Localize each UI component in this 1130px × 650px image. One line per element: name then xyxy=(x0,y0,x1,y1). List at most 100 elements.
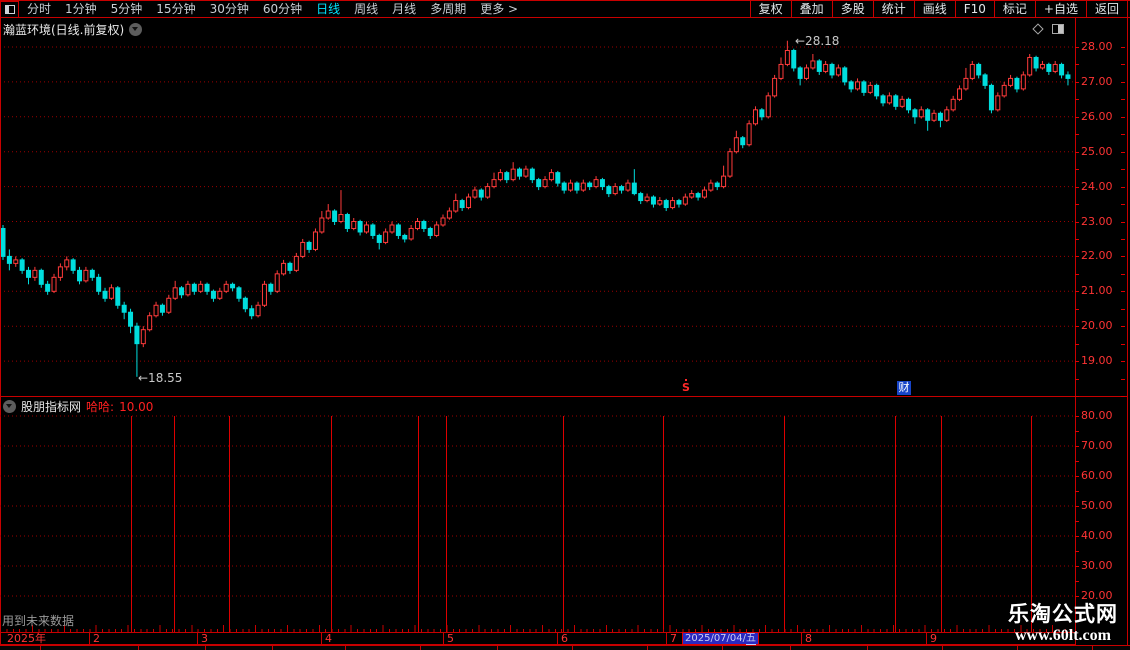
function-item-4[interactable]: 画线 xyxy=(913,1,955,18)
toolbar-item-0[interactable]: 分时 xyxy=(27,2,52,16)
bottom-bar-divider xyxy=(572,646,573,650)
toolbar-item-8[interactable]: 月线 xyxy=(392,2,417,16)
candle-body xyxy=(721,175,727,188)
toolbar-item-9[interactable]: 多周期 xyxy=(430,2,467,16)
indicator-axis-tick xyxy=(1075,506,1079,507)
toolbar-item-6[interactable]: 日线 xyxy=(316,2,341,16)
function-item-2[interactable]: 多股 xyxy=(831,1,873,18)
price-axis-tick xyxy=(1075,134,1079,136)
candle-body xyxy=(676,200,682,205)
candle-body xyxy=(402,234,408,240)
price-axis-tick-right xyxy=(1121,64,1125,66)
candle-body xyxy=(536,179,542,188)
candle-body xyxy=(198,283,204,292)
signal-line xyxy=(418,416,419,632)
candle-body xyxy=(797,67,803,79)
candle-body xyxy=(230,283,236,289)
candle-body xyxy=(874,84,880,97)
candle-body xyxy=(383,231,389,243)
indicator-chart[interactable] xyxy=(0,396,1076,617)
candle-body xyxy=(944,109,950,121)
diamond-icon[interactable] xyxy=(1032,23,1044,35)
window-layout-button[interactable] xyxy=(0,1,19,18)
function-item-5[interactable]: F10 xyxy=(954,1,994,18)
watermark: 乐淘公式网 www.60lt.com xyxy=(1008,601,1118,644)
window-left-border xyxy=(0,0,1,650)
candle-body xyxy=(727,151,733,177)
candle-body xyxy=(625,182,631,191)
candle-body xyxy=(574,182,580,191)
candle-body xyxy=(389,224,395,233)
chevron-down-icon[interactable] xyxy=(129,23,143,36)
candle-body xyxy=(784,49,790,65)
candle-body xyxy=(982,74,988,86)
candle-body xyxy=(108,287,114,299)
chart-title-row: 瀚蓝环境(日线.前复权) xyxy=(3,21,143,38)
candle-body xyxy=(593,179,599,188)
candle-body xyxy=(140,329,146,345)
candle-body xyxy=(121,304,127,313)
candlestick-chart[interactable] xyxy=(0,17,1076,396)
candle-body xyxy=(778,63,784,79)
function-item-6[interactable]: 标记 xyxy=(993,1,1035,18)
candle-body xyxy=(57,266,63,278)
toolbar-item-7[interactable]: 周线 xyxy=(354,2,379,16)
function-item-7[interactable]: +自选 xyxy=(1034,1,1086,18)
candle-body xyxy=(64,259,70,268)
candle-body xyxy=(51,276,57,292)
candle-body xyxy=(102,290,108,299)
candle-body xyxy=(682,196,688,205)
price-axis-label: 19.00 xyxy=(1081,354,1113,368)
price-axis-tick-right xyxy=(1121,221,1125,223)
candle-body xyxy=(823,63,829,72)
candle-body xyxy=(733,137,739,153)
bottom-bar-divider xyxy=(40,646,41,650)
month-divider xyxy=(926,633,927,644)
candle-body xyxy=(453,200,459,212)
candle-body xyxy=(325,210,331,219)
candle-body xyxy=(855,81,861,90)
chevron-down-icon[interactable] xyxy=(3,400,16,413)
price-axis-tick xyxy=(1075,204,1079,206)
finance-event-marker[interactable]: 财 xyxy=(897,381,911,395)
candle-body xyxy=(421,221,427,229)
toolbar-item-2[interactable]: 5分钟 xyxy=(110,2,143,16)
indicator-axis-tick xyxy=(1075,596,1079,597)
candle-body xyxy=(281,262,287,275)
price-axis-tick-right xyxy=(1121,326,1125,328)
candle-body xyxy=(1059,63,1065,76)
function-item-8[interactable]: 返回 xyxy=(1085,1,1128,18)
candle-body xyxy=(619,186,625,191)
toolbar-item-3[interactable]: 15分钟 xyxy=(156,2,196,16)
price-axis-border xyxy=(1075,17,1076,645)
candle-body xyxy=(931,112,937,121)
signal-line xyxy=(131,416,132,632)
selected-date-box: 2025/07/04/五 xyxy=(682,632,760,645)
candle-body xyxy=(13,259,19,264)
toolbar-item-1[interactable]: 1分钟 xyxy=(65,2,97,16)
price-axis-label: 23.00 xyxy=(1081,214,1113,228)
candle-body xyxy=(268,283,274,292)
candle-body xyxy=(599,179,605,188)
function-item-0[interactable]: 复权 xyxy=(749,1,791,18)
date-axis[interactable]: 2025年 2025/07/04/五 2 3 4 5 6 7 8 9 xyxy=(0,632,1076,645)
candle-body xyxy=(83,269,89,282)
function-item-1[interactable]: 叠加 xyxy=(790,1,832,18)
price-axis-tick xyxy=(1075,151,1079,153)
candle-body xyxy=(510,168,516,181)
month-label: 4 xyxy=(325,632,332,645)
price-axis-tick xyxy=(1075,99,1079,101)
function-item-3[interactable]: 统计 xyxy=(872,1,914,18)
candle-body xyxy=(440,217,446,226)
candle-body xyxy=(1020,74,1026,90)
toolbar-item-4[interactable]: 30分钟 xyxy=(209,2,249,16)
price-axis-tick-right xyxy=(1121,378,1125,380)
candle-body xyxy=(701,189,707,198)
toolbar-item-10[interactable]: 更多 > xyxy=(480,2,519,16)
toolbar-item-5[interactable]: 60分钟 xyxy=(262,2,303,16)
chart-title: 瀚蓝环境(日线.前复权) xyxy=(3,23,125,37)
signal-line xyxy=(446,416,447,632)
month-divider xyxy=(443,633,444,644)
panel-toggle-icon[interactable] xyxy=(1052,24,1064,34)
